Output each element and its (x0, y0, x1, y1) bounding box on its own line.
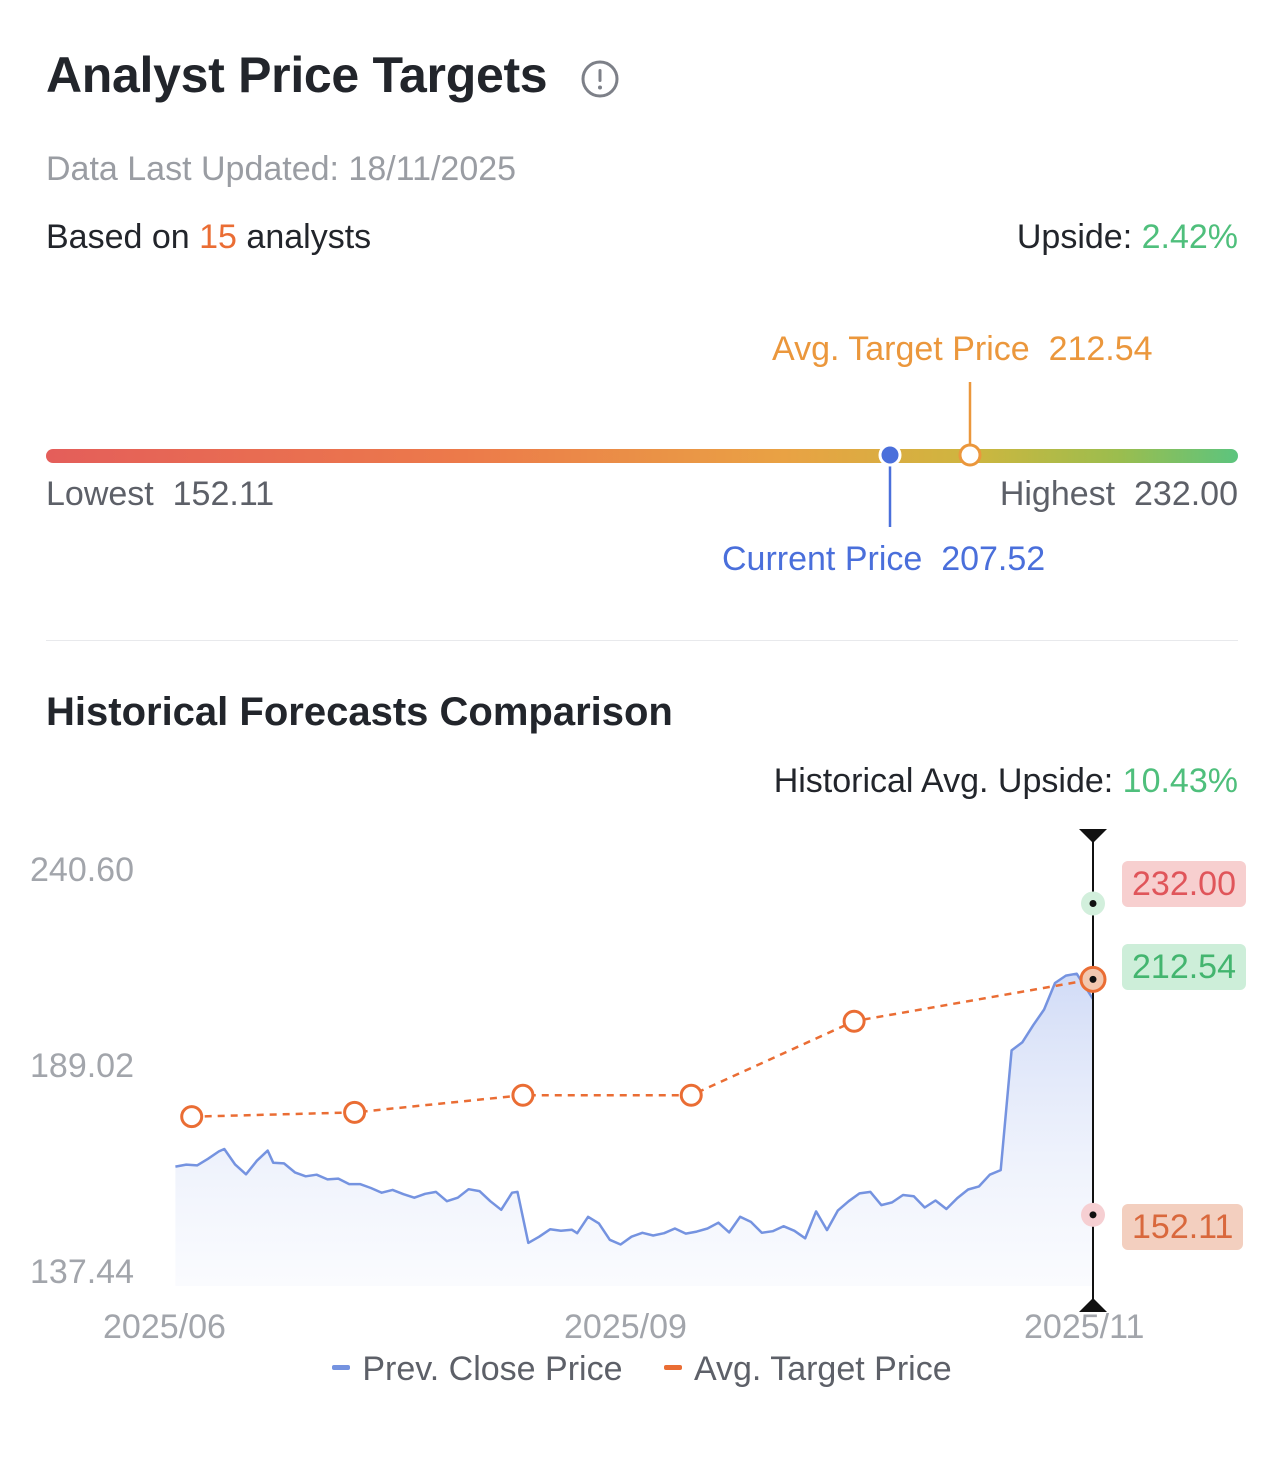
analyst-count-text: Based on 15 analysts (46, 218, 371, 257)
y-tick-label: 189.02 (30, 1047, 134, 1085)
legend-label-close: Prev. Close Price (362, 1350, 623, 1388)
avg-target-label-text: Avg. Target Price (772, 330, 1030, 368)
avg-target-tag: 212.54 (1122, 944, 1246, 990)
crosshair-marker-dot (1089, 1211, 1097, 1219)
section-divider (46, 640, 1238, 641)
y-tick-label: 240.60 (30, 851, 134, 889)
x-tick-label: 2025/11 (1024, 1308, 1145, 1346)
lowest-label: Lowest 152.11 (46, 475, 274, 514)
last-updated-text: Data Last Updated: 18/11/2025 (46, 150, 517, 188)
crosshair-bottom-arrow (1079, 1298, 1107, 1312)
current-price-value: 207.52 (941, 540, 1046, 578)
historical-upside-text: Historical Avg. Upside: 10.43% (774, 762, 1238, 801)
avg-target-point (343, 1100, 367, 1124)
highest-label-text: Highest (999, 475, 1116, 513)
legend-item-close[interactable]: Prev. Close Price (332, 1350, 623, 1389)
x-tick-label: 2025/09 (564, 1308, 687, 1346)
info-icon[interactable] (579, 58, 621, 100)
lowest-target-tag: 152.11 (1122, 1204, 1244, 1250)
history-title: Historical Forecasts Comparison (46, 690, 673, 734)
close-price-area (175, 973, 1093, 1286)
avg-target-point (842, 1009, 866, 1033)
avg-target-point (180, 1105, 204, 1129)
current-price-label-text: Current Price (722, 540, 923, 578)
current-price-label: Current Price 207.52 (722, 540, 1045, 579)
crosshair-top-arrow (1079, 829, 1107, 843)
upside-value: 2.42% (1141, 218, 1238, 256)
lowest-value: 152.11 (172, 475, 275, 513)
legend-swatch-target (663, 1364, 682, 1370)
legend-label-target: Avg. Target Price (693, 1350, 952, 1388)
historical-upside-value: 10.43% (1122, 762, 1238, 800)
highest-label: Highest 232.00 (1000, 475, 1238, 514)
upside-text: Upside: 2.42% (1017, 218, 1238, 257)
crosshair-marker-dot (1089, 900, 1097, 908)
upside-label: Upside: (1016, 218, 1133, 256)
highest-value: 232.00 (1134, 475, 1238, 513)
chart-legend: Prev. Close Price Avg. Target Price (0, 1350, 1284, 1389)
x-tick-label: 2025/06 (103, 1308, 226, 1346)
based-suffix: analysts (246, 218, 372, 256)
page-title: Analyst Price Targets (46, 47, 548, 103)
historical-upside-label: Historical Avg. Upside: (773, 762, 1114, 800)
highest-target-tag: 232.00 (1122, 861, 1246, 907)
legend-item-target[interactable]: Avg. Target Price (663, 1350, 952, 1389)
based-prefix: Based on (46, 218, 190, 256)
y-tick-label: 137.44 (30, 1253, 134, 1291)
price-range-bar (46, 449, 1238, 463)
close-price-line (175, 972, 1095, 1246)
avg-target-point (511, 1083, 535, 1107)
avg-target-line (191, 978, 1094, 1118)
legend-swatch-close (332, 1364, 351, 1370)
crosshair-marker-dot (1089, 975, 1097, 983)
avg-target-point (679, 1083, 703, 1107)
analyst-count: 15 (199, 218, 237, 256)
avg-target-value: 212.54 (1048, 330, 1153, 368)
avg-target-label: Avg. Target Price 212.54 (772, 330, 1153, 369)
lowest-label-text: Lowest (46, 475, 154, 513)
